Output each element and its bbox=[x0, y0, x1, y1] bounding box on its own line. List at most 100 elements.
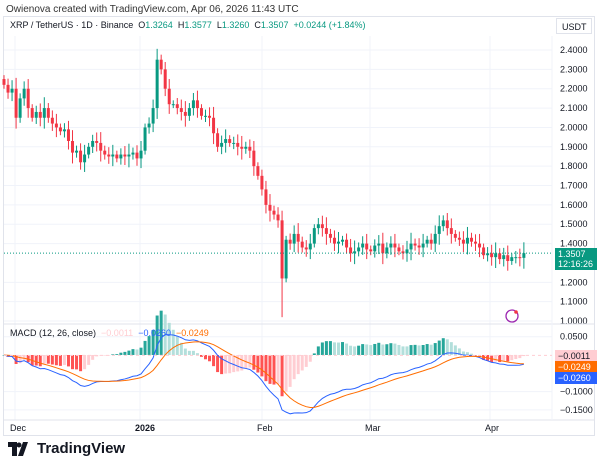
macd-histogram-bar bbox=[284, 355, 288, 392]
lightning-icon bbox=[505, 309, 519, 323]
candle-body bbox=[212, 117, 216, 134]
candle-body bbox=[264, 189, 268, 205]
macd-line bbox=[3, 334, 524, 415]
macd-histogram-bar bbox=[195, 353, 199, 355]
macd-histogram-bar bbox=[268, 355, 272, 384]
price-tick-label: 1.1000 bbox=[560, 297, 588, 307]
macd-histogram-bar bbox=[248, 355, 252, 368]
macd-histogram-bar bbox=[336, 342, 340, 355]
candle-body bbox=[336, 241, 340, 244]
macd-histogram-bar bbox=[510, 355, 514, 361]
macd-histogram-bar bbox=[179, 342, 183, 355]
tradingview-logo-icon bbox=[8, 441, 28, 456]
candle-body bbox=[445, 220, 449, 229]
macd-histogram-bar bbox=[280, 355, 284, 397]
macd-histogram-bar bbox=[304, 355, 308, 367]
price-tick-label: 1.5000 bbox=[560, 219, 588, 229]
macd-histogram-bar bbox=[518, 355, 522, 359]
candle-body bbox=[6, 84, 10, 93]
macd-histogram-bar bbox=[417, 345, 421, 355]
macd-histogram-bar bbox=[208, 355, 212, 362]
candle-body bbox=[522, 253, 526, 258]
macd-histogram-bar bbox=[38, 355, 42, 367]
macd-histogram-bar bbox=[220, 355, 224, 375]
candle-body bbox=[111, 154, 115, 157]
candle-body bbox=[131, 152, 135, 155]
macd-line-tag: −0.0260 bbox=[555, 372, 597, 384]
macd-histogram-bar bbox=[187, 350, 191, 355]
candle-body bbox=[510, 257, 514, 262]
last-price-tag: 1.3507 12:16:26 bbox=[555, 248, 597, 270]
macd-histogram-bar bbox=[119, 352, 123, 355]
symbol-name[interactable]: XRP / TetherUS · 1D · Binance bbox=[10, 20, 134, 30]
macd-histogram-bar bbox=[421, 345, 425, 355]
candle-body bbox=[183, 111, 187, 116]
macd-histogram-bar bbox=[87, 355, 91, 365]
candle-body bbox=[175, 104, 179, 109]
macd-histogram-bar bbox=[385, 344, 389, 355]
macd-histogram-bar bbox=[216, 355, 220, 373]
candle-body bbox=[75, 150, 79, 153]
candle-body bbox=[284, 239, 288, 279]
candle-body bbox=[300, 241, 304, 248]
candle-body bbox=[292, 233, 296, 244]
macd-histogram-bar bbox=[272, 355, 276, 385]
candle-body bbox=[361, 243, 365, 248]
candle-body bbox=[417, 245, 421, 248]
candle-body bbox=[18, 98, 22, 118]
macd-histogram-bar bbox=[46, 355, 50, 364]
candle-body bbox=[369, 249, 373, 252]
close-label: C bbox=[254, 20, 261, 30]
macd-histogram-bar bbox=[199, 355, 203, 357]
macd-tick-label: −0.1500 bbox=[560, 405, 593, 415]
macd-histogram-bar bbox=[103, 355, 107, 356]
candle-body bbox=[220, 142, 224, 147]
high-label: H bbox=[177, 20, 185, 30]
candle-body bbox=[518, 257, 522, 259]
candle-body bbox=[433, 233, 437, 244]
macd-histogram-bar bbox=[58, 355, 62, 366]
high-value: 1.3577 bbox=[184, 20, 212, 30]
currency-unit-button[interactable]: USDT bbox=[556, 18, 592, 34]
candle-body bbox=[268, 204, 272, 211]
macd-histogram-bar bbox=[232, 355, 236, 373]
candle-body bbox=[123, 154, 127, 157]
candle-body bbox=[421, 243, 425, 248]
macd-signal-tag: −0.0249 bbox=[555, 361, 597, 373]
low-label: L bbox=[216, 20, 222, 30]
macd-title[interactable]: MACD (12, 26, close) bbox=[10, 328, 97, 338]
candle-body bbox=[425, 239, 429, 244]
notification-dot-icon bbox=[514, 310, 518, 314]
macd-histogram-bar bbox=[75, 355, 79, 370]
candle-body bbox=[469, 237, 473, 242]
candle-body bbox=[159, 59, 163, 70]
macd-histogram-bar bbox=[151, 329, 155, 355]
low-value: 1.3260 bbox=[221, 20, 250, 30]
tradingview-logo[interactable]: TradingView bbox=[8, 440, 125, 457]
bar-countdown: 12:16:26 bbox=[558, 259, 594, 269]
candle-body bbox=[437, 226, 441, 234]
candle-body bbox=[240, 146, 244, 149]
price-tick-label: 1.6000 bbox=[560, 200, 588, 210]
candle-body bbox=[14, 88, 18, 118]
candle-body bbox=[320, 224, 324, 229]
candle-body bbox=[58, 127, 62, 132]
macd-histogram-bar bbox=[212, 355, 216, 367]
macd-histogram-bar bbox=[123, 351, 127, 355]
macd-histogram-bar bbox=[478, 355, 482, 357]
candle-body bbox=[171, 104, 175, 106]
candle-body bbox=[139, 150, 143, 159]
macd-histogram-bar bbox=[405, 346, 409, 355]
candle-body bbox=[474, 241, 478, 244]
macd-histogram-bar bbox=[494, 355, 498, 362]
macd-histogram-bar bbox=[115, 354, 119, 355]
symbol-legend: XRP / TetherUS · 1D · Binance O1.3264 H1… bbox=[10, 20, 366, 30]
macd-histogram-bar bbox=[522, 355, 526, 357]
price-tick-label: 2.2000 bbox=[560, 84, 588, 94]
macd-histogram-bar bbox=[292, 355, 296, 380]
macd-histogram-bar bbox=[143, 340, 147, 355]
candle-body bbox=[95, 140, 99, 143]
price-tick-label: 2.1000 bbox=[560, 103, 588, 113]
candle-body bbox=[248, 146, 252, 151]
